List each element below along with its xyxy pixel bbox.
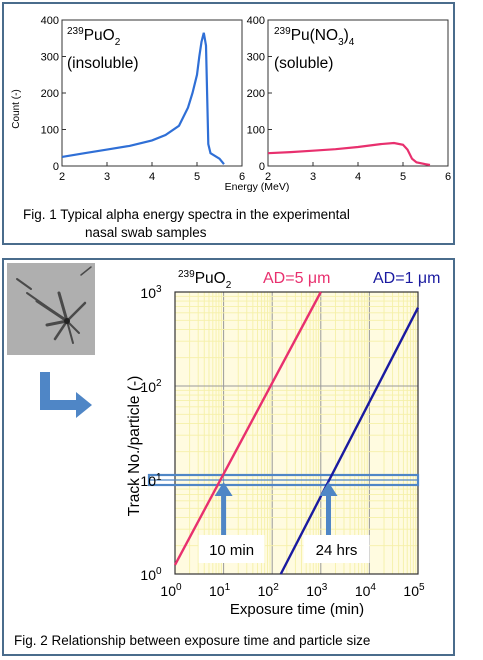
fig1-caption-line1: Fig. 1 Typical alpha energy spectra in t… xyxy=(23,207,350,222)
fig1-x-axis-label: Energy (MeV) xyxy=(225,181,290,193)
fig1-y-tick-label: 100 xyxy=(247,125,265,137)
fig1-x-tick-label: 3 xyxy=(310,171,316,183)
fig1-left-label: 239PuO2 xyxy=(67,26,121,48)
fig1-y-tick-label: 200 xyxy=(247,88,265,100)
l-shaped-arrow-icon xyxy=(40,372,92,418)
fig1-x-tick-label: 5 xyxy=(194,171,200,183)
fig1-x-tick-label: 4 xyxy=(149,171,155,183)
fig1-spectrum-line xyxy=(267,141,431,166)
figure-1-charts: Count (-) Energy (MeV) 2 3 4 5 6010020030040… xyxy=(11,15,451,193)
fig1-x-tick-label: 3 xyxy=(104,171,110,183)
fig1-x-tick-label: 2 xyxy=(265,171,271,183)
fig1-y-tick-label: 300 xyxy=(247,52,265,64)
fig1-right-chart: 2 3 4 5 6 0 100 200 300 400 xyxy=(247,15,451,183)
fig1-caption-line2: nasal swab samples xyxy=(85,225,207,240)
fig1-x-tick-label: 5 xyxy=(400,171,406,183)
fig1-spectrum-line xyxy=(61,32,225,165)
fig1-left-chart: 2 3 4 5 6 0 100 200 300 400 xyxy=(41,15,245,183)
fig1-left-label-line2: (insoluble) xyxy=(67,55,139,72)
fig1-y-tick-label: 200 xyxy=(41,88,59,100)
fig1-y-tick-label: 400 xyxy=(247,15,265,27)
fig1-x-tick-label: 2 xyxy=(59,171,65,183)
fig1-y-tick-label: 400 xyxy=(41,15,59,27)
fig1-y-axis-label: Count (-) xyxy=(11,89,22,128)
fig1-right-label-line2: (soluble) xyxy=(274,55,333,72)
fig1-right-label: 239Pu(NO3)4 xyxy=(274,26,355,48)
fig1-x-tick-label: 6 xyxy=(239,171,245,183)
figure-1-panel: Count (-) Energy (MeV) 2 3 4 5 6 0 100 200 300 40… xyxy=(2,2,455,245)
fig1-y-tick-label: 0 xyxy=(259,161,265,173)
track-micrograph-image xyxy=(7,263,95,355)
fig1-x-tick-label: 6 xyxy=(445,171,451,183)
fig1-x-tick-label: 4 xyxy=(355,171,361,183)
fig1-y-tick-label: 100 xyxy=(41,125,59,137)
fig1-y-tick-label: 300 xyxy=(41,52,59,64)
fig2-caption: Fig. 2 Relationship between exposure tim… xyxy=(14,633,371,648)
fig1-y-tick-label: 0 xyxy=(53,161,59,173)
